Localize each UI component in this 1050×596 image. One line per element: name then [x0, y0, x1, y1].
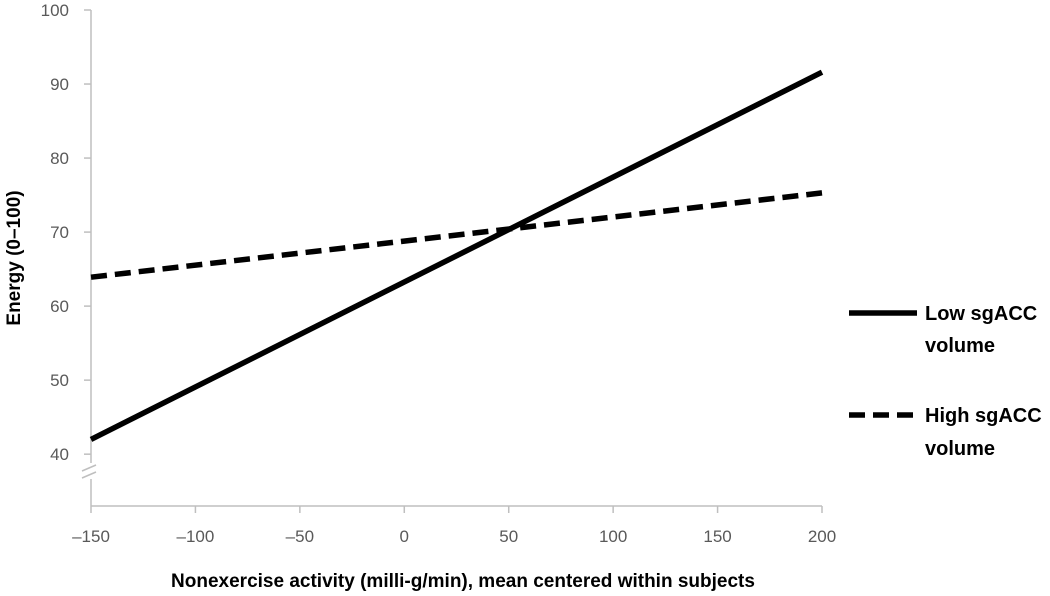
axis-break-gap — [83, 463, 99, 479]
y-tick-label: 90 — [50, 75, 69, 94]
y-axis-title: Energy (0–100) — [4, 190, 25, 325]
series-layer — [89, 69, 824, 442]
axis-break-mark — [81, 464, 97, 472]
x-tick-label: 150 — [703, 527, 731, 546]
x-tick-label: –100 — [177, 527, 215, 546]
series-line-low-sgacc — [89, 69, 824, 442]
x-tick-label: 200 — [808, 527, 836, 546]
y-tick-label: 80 — [50, 149, 69, 168]
legend-label-low-line1: Low sgACC — [925, 303, 1037, 325]
legend-item-high: High sgACC volume — [849, 405, 1042, 460]
x-tick-label: 0 — [400, 527, 409, 546]
x-tick-label: 50 — [499, 527, 518, 546]
y-axis-break — [81, 463, 99, 479]
y-tick-label: 60 — [50, 297, 69, 316]
legend-label-low-line2: volume — [925, 335, 995, 357]
y-tick-label: 70 — [50, 223, 69, 242]
legend: Low sgACC volume High sgACC volume — [849, 303, 1042, 460]
y-tick-label: 40 — [50, 445, 69, 464]
y-tick-label: 50 — [50, 371, 69, 390]
y-ticks: 40 50 60 70 80 90 100 — [41, 1, 91, 464]
axes: 40 50 60 70 80 90 100 –150 –100 –50 0 50 100 150 200 — [41, 1, 837, 546]
x-axis-title: Nonexercise activity (milli-g/min), mean… — [171, 571, 755, 592]
series-line-high-sgacc — [90, 190, 823, 280]
x-tick-label: –150 — [72, 527, 110, 546]
x-ticks: –150 –100 –50 0 50 100 150 200 — [72, 506, 836, 546]
legend-item-low: Low sgACC volume — [849, 303, 1037, 357]
legend-label-high-line2: volume — [925, 438, 995, 460]
x-tick-label: 100 — [599, 527, 627, 546]
legend-label-high-line1: High sgACC — [925, 405, 1042, 427]
x-tick-label: –50 — [286, 527, 314, 546]
y-tick-label: 100 — [41, 1, 69, 20]
axis-break-mark — [81, 471, 97, 479]
